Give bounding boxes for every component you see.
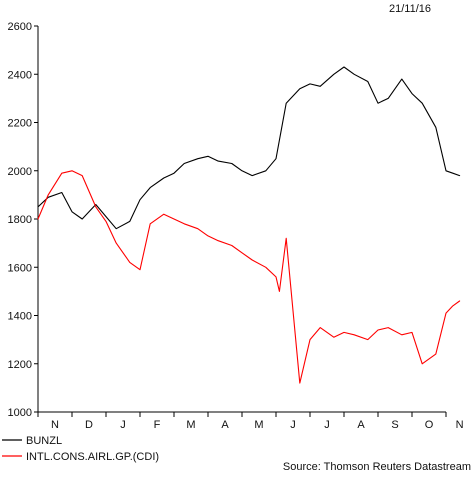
y-tick-label: 1200: [8, 359, 32, 371]
x-tick-label: N: [456, 419, 464, 431]
series-line-bunzl: [37, 66, 461, 230]
y-tick-label: 1400: [8, 311, 32, 323]
y-tick-label: 1600: [8, 262, 32, 274]
x-tick-label: O: [425, 419, 434, 431]
x-tick-label: J: [290, 419, 296, 431]
legend-label: BUNZL: [26, 435, 62, 447]
y-tick-label: 1000: [8, 407, 32, 419]
x-tick-label: A: [221, 419, 229, 431]
x-tick-label: D: [85, 419, 93, 431]
source-note: Source: Thomson Reuters Datastream: [283, 461, 471, 473]
y-axis: 1000 1200 1400 1600 1800 2000 2200 2400 2600: [8, 21, 39, 419]
y-tick-label: 2400: [8, 69, 32, 81]
date-label: 21/11/16: [389, 3, 431, 15]
legend: BUNZL INTL.CONS.AIRL.GP.(CDI): [2, 435, 159, 463]
x-tick-label: A: [357, 419, 365, 431]
x-tick-label: J: [120, 419, 126, 431]
y-tick-label: 2000: [8, 166, 32, 178]
x-tick-label: M: [254, 419, 263, 431]
plot-area: [37, 66, 461, 384]
x-tick-label: J: [324, 419, 330, 431]
y-tick-label: 2200: [8, 118, 32, 130]
legend-label: INTL.CONS.AIRL.GP.(CDI): [26, 451, 159, 463]
y-tick-label: 2600: [8, 21, 32, 33]
series-line-intl-cons-airl: [37, 170, 461, 384]
x-tick-label: N: [51, 419, 59, 431]
x-tick-label: S: [391, 419, 398, 431]
x-tick-label: F: [154, 419, 161, 431]
x-tick-label: M: [186, 419, 195, 431]
y-tick-label: 1800: [8, 214, 32, 226]
